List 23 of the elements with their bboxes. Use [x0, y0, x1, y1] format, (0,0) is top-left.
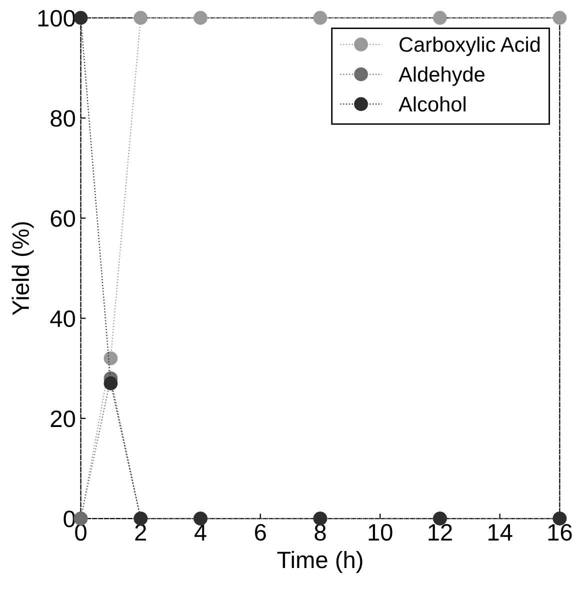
x-tick-label: 16 — [548, 524, 572, 541]
x-tick-label: 14 — [488, 524, 512, 540]
y-tick-label: 80 — [50, 110, 75, 127]
x-axis-title: Time (h) — [277, 550, 362, 573]
x-tick-label: 10 — [368, 524, 392, 541]
y-axis-title: Yield (%) — [12, 222, 34, 316]
point — [104, 376, 118, 390]
x-tick-label: 4 — [194, 524, 206, 540]
legend-label: Carboxylic Acid — [400, 36, 540, 56]
y-tick-label: 100 — [38, 10, 75, 27]
point — [104, 351, 118, 366]
point — [194, 10, 208, 25]
point — [433, 10, 447, 25]
point — [134, 10, 148, 25]
x-tick-label: 6 — [255, 524, 266, 541]
x-tick-label: 12 — [428, 524, 452, 540]
y-tick-label: 20 — [50, 410, 75, 428]
legend-label: Alcohol — [398, 96, 466, 112]
y-tick-label: 60 — [50, 210, 75, 227]
y-tick-label: 40 — [50, 310, 75, 328]
legend-label: Aldehyde — [398, 66, 484, 86]
point — [313, 10, 328, 25]
point — [552, 10, 567, 25]
